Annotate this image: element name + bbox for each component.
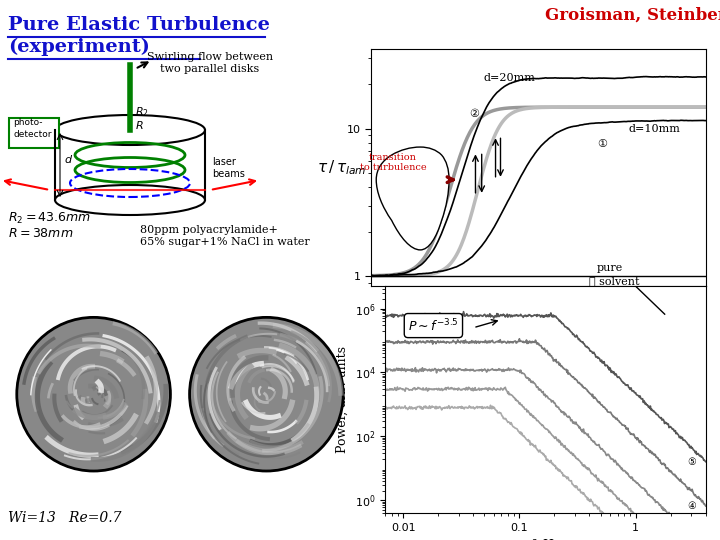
Text: pure: pure [597,263,623,273]
Text: laser
beams: laser beams [212,157,245,179]
Text: ②: ② [469,109,479,119]
Text: d=20mm: d=20mm [483,73,535,83]
Text: Power spectra of velocity fluctuations: Power spectra of velocity fluctuations [426,237,665,250]
Text: Groisman, Steinberg ‘ 96-’99: Groisman, Steinberg ‘ 96-’99 [545,7,720,24]
Text: ④: ④ [688,501,696,511]
Text: photo-: photo- [13,118,42,127]
Text: ③ solvent: ③ solvent [589,276,639,286]
Ellipse shape [377,147,449,250]
Text: 80ppm polyacrylamide+
65% sugar+1% NaCl in water: 80ppm polyacrylamide+ 65% sugar+1% NaCl … [140,225,310,247]
Text: $R_2 = 43.6mm$: $R_2 = 43.6mm$ [8,211,91,226]
Text: $R = 38mm$: $R = 38mm$ [8,227,73,240]
Y-axis label: Power, arb. units: Power, arb. units [336,346,349,453]
Text: $P\sim f^{-3.5}$: $P\sim f^{-3.5}$ [408,318,459,334]
X-axis label: f, Hz: f, Hz [531,538,560,540]
Text: ⑤: ⑤ [688,457,696,467]
Text: $d$: $d$ [64,153,73,165]
Text: ①: ① [597,139,607,149]
Text: d=10mm: d=10mm [629,124,680,134]
Text: $\tau\,/\,\tau_{lam}$: $\tau\,/\,\tau_{lam}$ [318,158,366,177]
Text: (experiment): (experiment) [8,38,150,56]
Text: Swirling flow between
two parallel disks: Swirling flow between two parallel disks [147,52,273,74]
Text: transition
to turbulence: transition to turbulence [359,153,426,172]
Text: detector: detector [13,130,52,139]
Text: $R_2$: $R_2$ [135,105,149,119]
Circle shape [17,318,171,471]
FancyBboxPatch shape [9,118,59,148]
Text: $R$: $R$ [135,119,144,131]
Text: Wi=13   Re=0.7: Wi=13 Re=0.7 [8,511,122,525]
Text: Pure Elastic Turbulence: Pure Elastic Turbulence [8,16,270,34]
X-axis label: shear rate,$^1$s: shear rate,$^1$s [501,312,575,330]
Circle shape [189,318,343,471]
